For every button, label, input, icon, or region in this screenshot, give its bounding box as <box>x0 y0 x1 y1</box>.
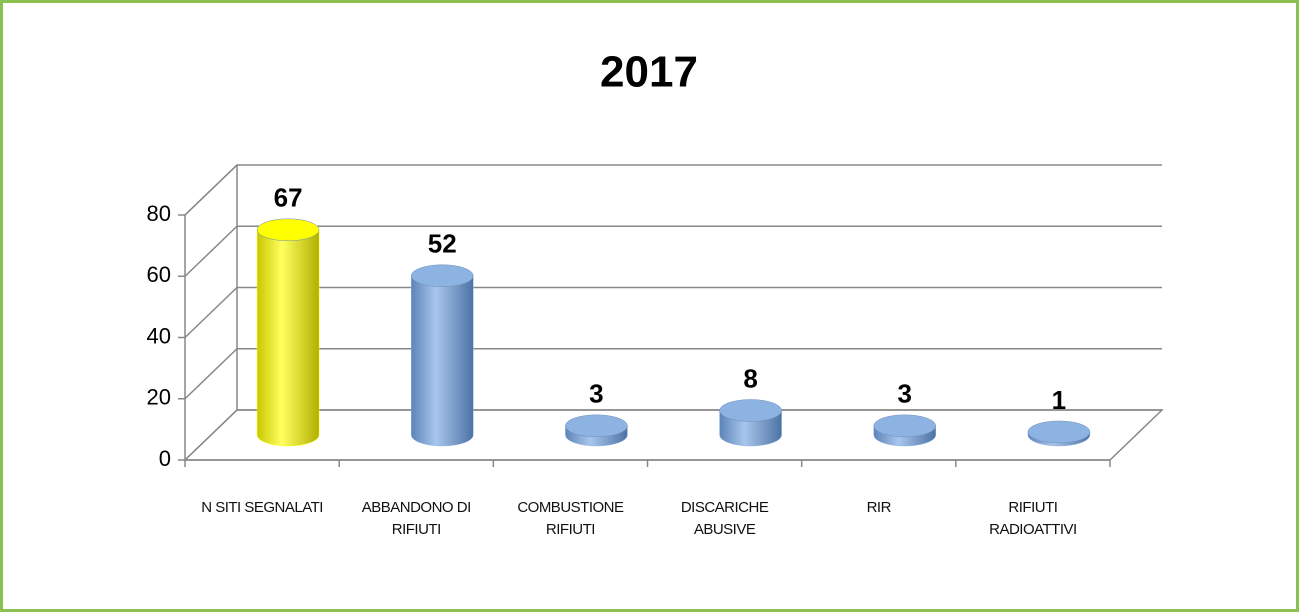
bar <box>256 229 320 447</box>
chart-title: 2017 <box>600 48 698 97</box>
x-tick-label: RIR <box>866 499 892 516</box>
value-label: 52 <box>428 229 457 259</box>
y-tick-label: 20 <box>147 385 171 410</box>
value-label: 3 <box>589 379 603 409</box>
bar-top <box>719 399 782 422</box>
floor <box>183 409 1164 461</box>
grid-line <box>184 164 1162 216</box>
grid-line <box>184 409 1162 461</box>
value-label: 8 <box>743 363 757 393</box>
grid-line <box>184 286 1162 339</box>
y-tick-label: 80 <box>147 201 171 226</box>
x-tick-label: DISCARICHE ABUSIVE <box>680 499 769 538</box>
x-tick-label: COMBUSTIONE RIFIUTI <box>517 499 624 538</box>
x-tick-label: N SITI SEGNALATI <box>201 499 323 516</box>
x-tick-label: ABBANDONO DI RIFIUTI <box>361 499 472 538</box>
value-label: 67 <box>274 183 303 213</box>
grid-line <box>184 348 1162 400</box>
y-tick-label: 0 <box>159 446 171 471</box>
bar-top <box>411 264 474 287</box>
bar-top <box>873 414 936 438</box>
value-label: 1 <box>1052 385 1066 415</box>
grid-line <box>184 225 1162 277</box>
x-tick-label: RIFIUTI RADIOATTIVI <box>989 499 1077 538</box>
bar <box>411 275 474 447</box>
bar-top <box>256 218 320 242</box>
y-tick-label: 40 <box>147 323 171 348</box>
y-tick-label: 60 <box>147 262 171 287</box>
bar-top <box>565 414 628 438</box>
value-label: 3 <box>898 379 912 409</box>
chart: 2017 0 20 40 60 80 67 52 3 8 3 1 <box>147 48 1164 471</box>
bar-top <box>1027 420 1091 444</box>
